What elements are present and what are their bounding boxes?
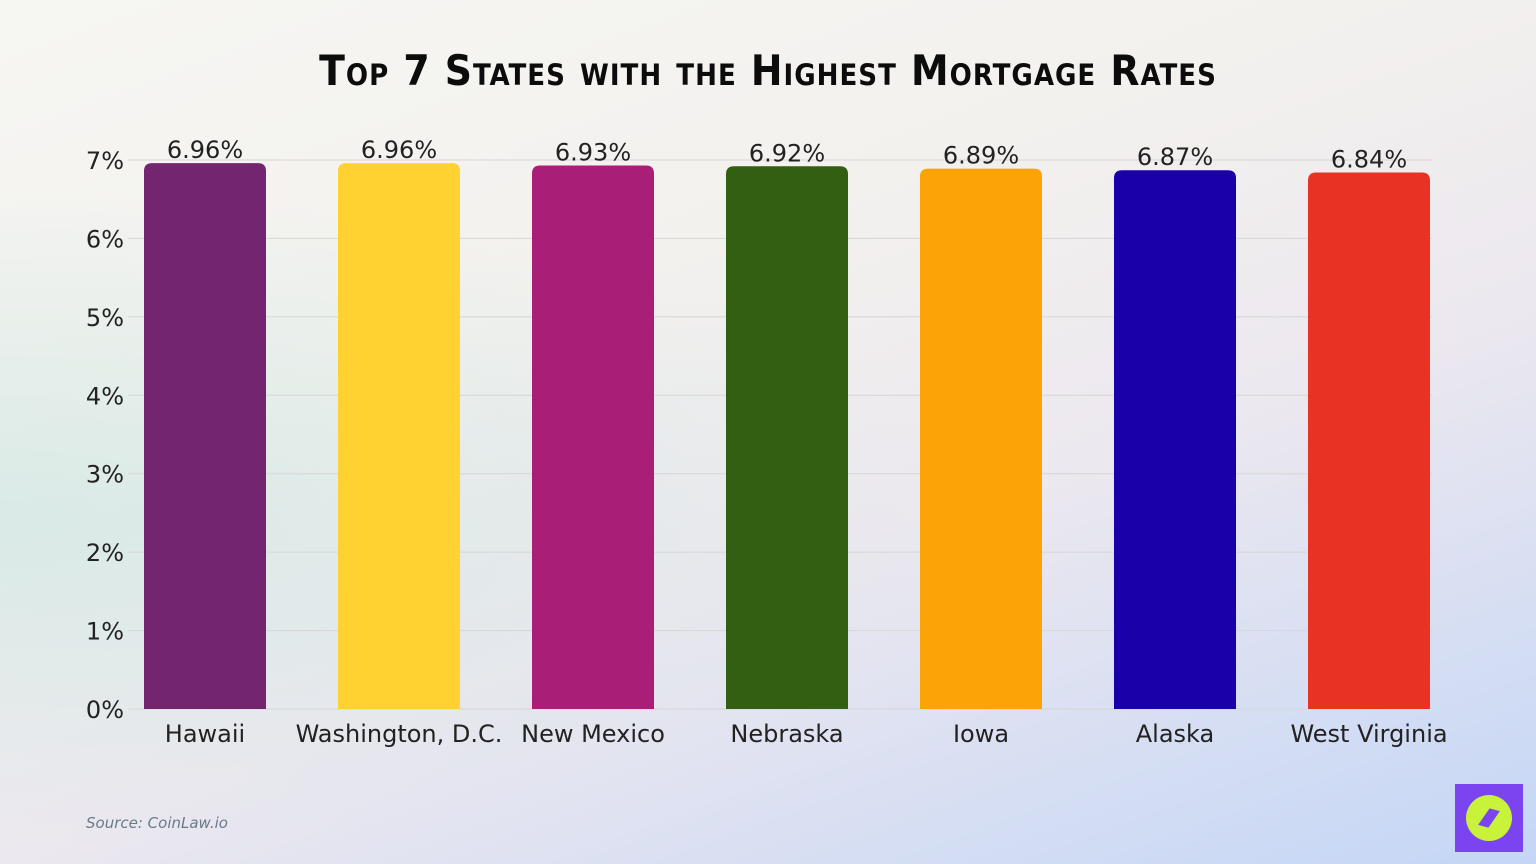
bar [144, 163, 266, 709]
value-label: 6.87% [1137, 143, 1213, 171]
value-label: 6.92% [749, 139, 825, 167]
y-tick-label: 1% [86, 618, 124, 646]
y-tick-label: 0% [86, 696, 124, 724]
compass-logo-icon [1455, 784, 1523, 852]
value-label: 6.89% [943, 142, 1019, 170]
x-tick-label: Washington, D.C. [296, 720, 503, 748]
y-tick-label: 6% [86, 225, 124, 253]
x-tick-label: Iowa [953, 720, 1009, 748]
bar [338, 163, 460, 709]
y-tick-label: 4% [86, 382, 124, 410]
x-tick-label: Hawaii [165, 720, 245, 748]
chart-title: Top 7 States with the Highest Mortgage R… [319, 46, 1217, 95]
x-tick-label: West Virginia [1290, 720, 1447, 748]
bar [920, 168, 1042, 709]
value-label: 6.84% [1331, 146, 1407, 174]
bar [726, 166, 848, 709]
bar [532, 165, 654, 710]
value-label: 6.96% [361, 136, 437, 164]
x-tick-label: Alaska [1136, 720, 1214, 748]
x-tick-label: Nebraska [730, 720, 843, 748]
y-tick-label: 7% [86, 147, 124, 175]
y-tick-label: 2% [86, 539, 124, 567]
value-label: 6.96% [167, 136, 243, 164]
bar [1114, 170, 1236, 710]
bar [1308, 172, 1430, 709]
y-tick-label: 3% [86, 461, 124, 489]
x-tick-label: New Mexico [521, 720, 665, 748]
source-note: Source: CoinLaw.io [86, 814, 228, 832]
y-tick-label: 5% [86, 304, 124, 332]
value-label: 6.93% [555, 138, 631, 166]
